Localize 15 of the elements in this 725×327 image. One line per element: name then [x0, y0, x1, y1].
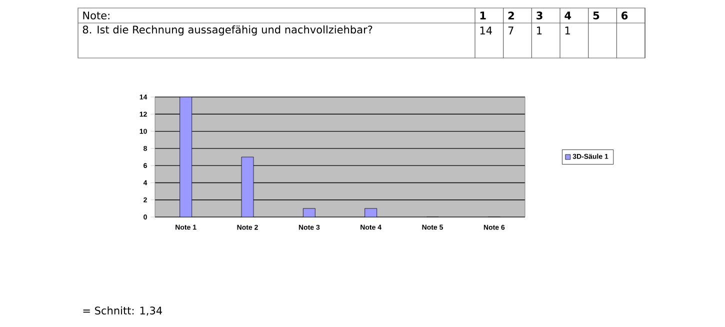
text: 1	[537, 26, 542, 34]
text: 3	[536, 12, 542, 20]
bar	[180, 97, 192, 218]
text: = Schnitt: 1,34	[83, 306, 162, 316]
chart-title: Note:	[83, 12, 110, 20]
text: 1	[480, 12, 486, 20]
chart-subtitle: 8. Ist die Rechnung aussagefähig und nachvollziehbar?	[82, 25, 372, 36]
text: 6	[622, 12, 628, 20]
text: 4	[564, 12, 572, 20]
text: 2	[508, 12, 514, 20]
text: 7	[508, 26, 514, 34]
bar	[241, 156, 254, 218]
text: 14	[480, 26, 492, 34]
text: 5	[593, 12, 600, 20]
text: 1	[565, 26, 570, 34]
